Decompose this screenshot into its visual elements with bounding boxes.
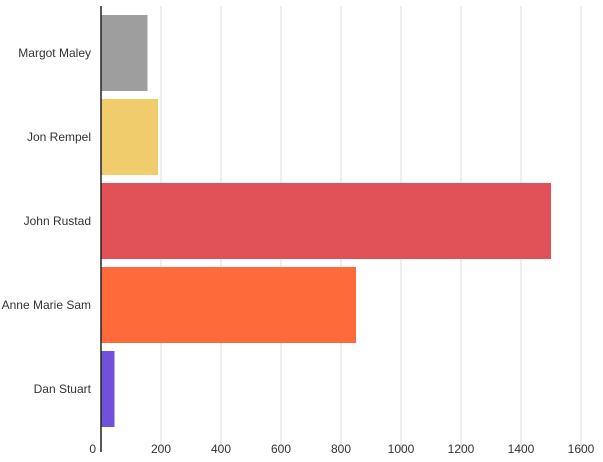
category-label-john-rustad: John Rustad bbox=[24, 214, 91, 228]
bar-anne-marie-sam bbox=[101, 267, 356, 343]
x-tick-label-400: 400 bbox=[211, 442, 231, 456]
category-label-margot-maley: Margot Maley bbox=[18, 46, 91, 60]
x-tick-label-0: 0 bbox=[89, 442, 96, 456]
category-labels: Margot Maley Jon Rempel John Rustad Anne Ma… bbox=[2, 46, 92, 396]
bar-john-rustad bbox=[101, 183, 551, 259]
x-tick-label-1200: 1200 bbox=[448, 442, 475, 456]
x-tick-label-800: 800 bbox=[331, 442, 351, 456]
bar-margot-maley bbox=[101, 15, 148, 91]
bar-dan-stuart bbox=[101, 351, 115, 427]
x-tick-labels: 0 200 400 600 800 1000 1200 1400 1600 bbox=[89, 442, 594, 456]
category-label-jon-rempel: Jon Rempel bbox=[27, 130, 91, 144]
bars bbox=[101, 15, 551, 427]
category-label-dan-stuart: Dan Stuart bbox=[34, 382, 92, 396]
bar-jon-rempel bbox=[101, 99, 158, 175]
x-tick-label-200: 200 bbox=[151, 442, 171, 456]
x-tick-label-1400: 1400 bbox=[508, 442, 535, 456]
x-tick-label-1000: 1000 bbox=[388, 442, 415, 456]
category-label-anne-marie-sam: Anne Marie Sam bbox=[2, 298, 91, 312]
x-tick-label-1600: 1600 bbox=[568, 442, 595, 456]
x-tick-label-600: 600 bbox=[271, 442, 291, 456]
